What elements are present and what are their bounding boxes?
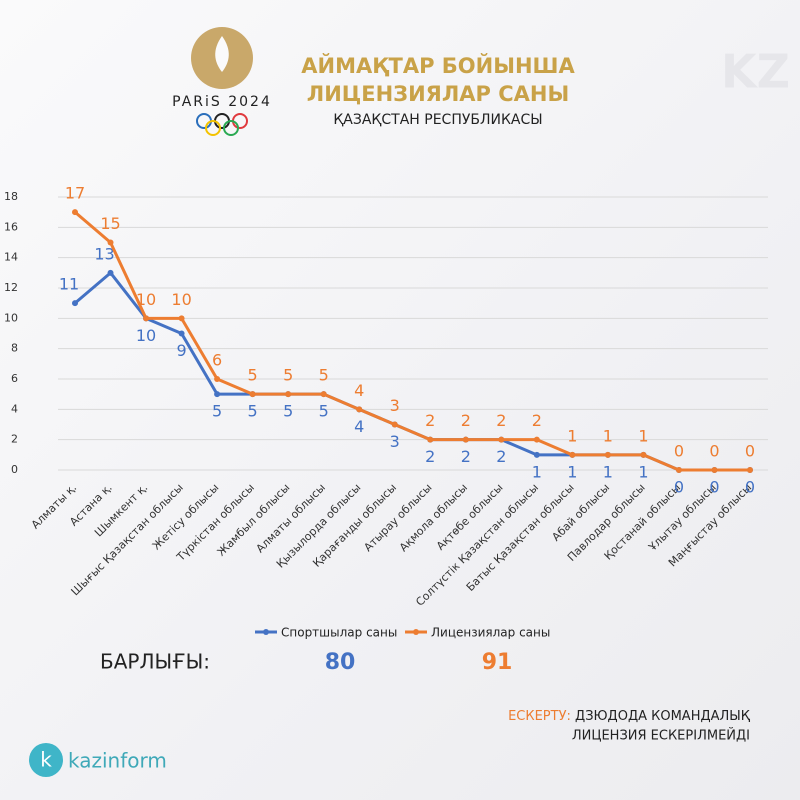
note-line: ДЗЮДОДА КОМАНДАЛЫҚ [575, 709, 751, 724]
y-tick-label: 0 [11, 463, 18, 476]
data-label: 1 [532, 462, 542, 481]
point [320, 391, 327, 398]
y-tick-label: 2 [11, 433, 18, 446]
subtitle: ҚАЗАҚСТАН РЕСПУБЛИКАСЫ [333, 112, 542, 128]
y-tick-label: 8 [11, 342, 18, 355]
data-label: 1 [567, 426, 577, 445]
data-label: 5 [283, 366, 293, 385]
y-tick-label: 14 [4, 251, 18, 264]
legend-label: Лицензиялар саны [431, 626, 550, 640]
note-label: ЕСКЕРТУ: [508, 709, 571, 724]
data-label: 2 [461, 411, 471, 430]
y-tick-label: 16 [4, 220, 18, 233]
note: ЕСКЕРТУ: ДЗЮДОДА КОМАНДАЛЫҚ [508, 709, 751, 724]
data-label: 2 [425, 411, 435, 430]
point [72, 300, 78, 307]
data-label: 5 [319, 366, 329, 385]
data-label: 2 [532, 411, 542, 430]
point [214, 376, 221, 382]
point [356, 406, 363, 413]
legend-swatch [263, 629, 269, 635]
data-label: 0 [709, 442, 719, 461]
y-tick-label: 18 [4, 190, 18, 203]
data-label: 0 [709, 478, 719, 497]
point [675, 467, 682, 473]
data-label: 17 [65, 184, 85, 203]
title-line: АЙМАҚТАР БОЙЫНША [301, 53, 575, 78]
data-label: 13 [94, 244, 114, 263]
point [107, 269, 114, 276]
y-tick-label: 4 [11, 402, 18, 415]
data-label: 3 [390, 396, 400, 415]
point [711, 467, 718, 473]
data-label: 5 [319, 402, 329, 421]
legend-label: Спортшылар саны [281, 626, 397, 640]
point [427, 436, 434, 443]
data-label: 5 [283, 402, 293, 421]
point [143, 315, 150, 322]
brand-logo: k kazinform [29, 743, 167, 777]
data-label: 5 [248, 402, 258, 421]
data-label: 10 [136, 290, 156, 309]
title-line: ЛИЦЕНЗИЯЛАР САНЫ [307, 82, 569, 106]
data-label: 10 [136, 326, 156, 345]
data-label: 1 [638, 462, 648, 481]
data-label: 6 [212, 351, 222, 370]
data-label: 0 [745, 442, 755, 461]
point [604, 451, 611, 458]
data-label: 2 [425, 447, 435, 466]
note-line: ЛИЦЕНЗИЯ ЕСКЕРІЛМЕЙДІ [572, 728, 750, 744]
legend-swatch [413, 629, 419, 635]
point [569, 451, 576, 458]
data-label: 0 [745, 478, 755, 497]
data-label: 4 [354, 381, 364, 400]
point [107, 239, 114, 246]
data-label: 11 [59, 275, 79, 294]
data-label: 2 [496, 447, 506, 466]
logo-text: PARiS 2024 [172, 94, 272, 110]
point [533, 436, 540, 443]
data-label: 2 [461, 447, 471, 466]
series-line [74, 211, 750, 472]
data-label: 1 [603, 462, 613, 481]
point [249, 391, 256, 398]
data-label: 10 [171, 290, 191, 309]
point [178, 330, 185, 337]
point [462, 436, 469, 443]
data-label: 5 [212, 402, 222, 421]
data-label: 0 [674, 442, 684, 461]
data-label: 1 [567, 462, 577, 481]
data-label: 4 [354, 417, 364, 436]
point [391, 421, 398, 428]
data-label: 15 [100, 214, 120, 233]
total-value: 80 [325, 650, 356, 675]
data-label: 5 [248, 366, 258, 385]
data-label: 0 [674, 478, 684, 497]
brand: kazinform [68, 749, 167, 773]
y-tick-label: 6 [11, 372, 18, 385]
point [747, 467, 753, 473]
watermark: KZ [721, 45, 790, 99]
data-label: 9 [176, 341, 186, 360]
data-label: 3 [390, 432, 400, 451]
y-tick-label: 10 [4, 311, 18, 324]
data-label: 2 [496, 411, 506, 430]
point [640, 451, 647, 458]
total-value: 91 [482, 650, 513, 675]
svg-text:k: k [40, 748, 52, 772]
data-label: 1 [638, 426, 648, 445]
point [533, 451, 540, 458]
paris-logo: PARiS 2024 [172, 27, 272, 136]
point [178, 315, 185, 322]
point [72, 209, 78, 216]
point [214, 391, 221, 398]
totals-label: БАРЛЫҒЫ: [100, 650, 210, 674]
point [498, 436, 505, 443]
point [285, 391, 292, 398]
y-tick-label: 12 [4, 281, 18, 294]
data-label: 1 [603, 426, 613, 445]
